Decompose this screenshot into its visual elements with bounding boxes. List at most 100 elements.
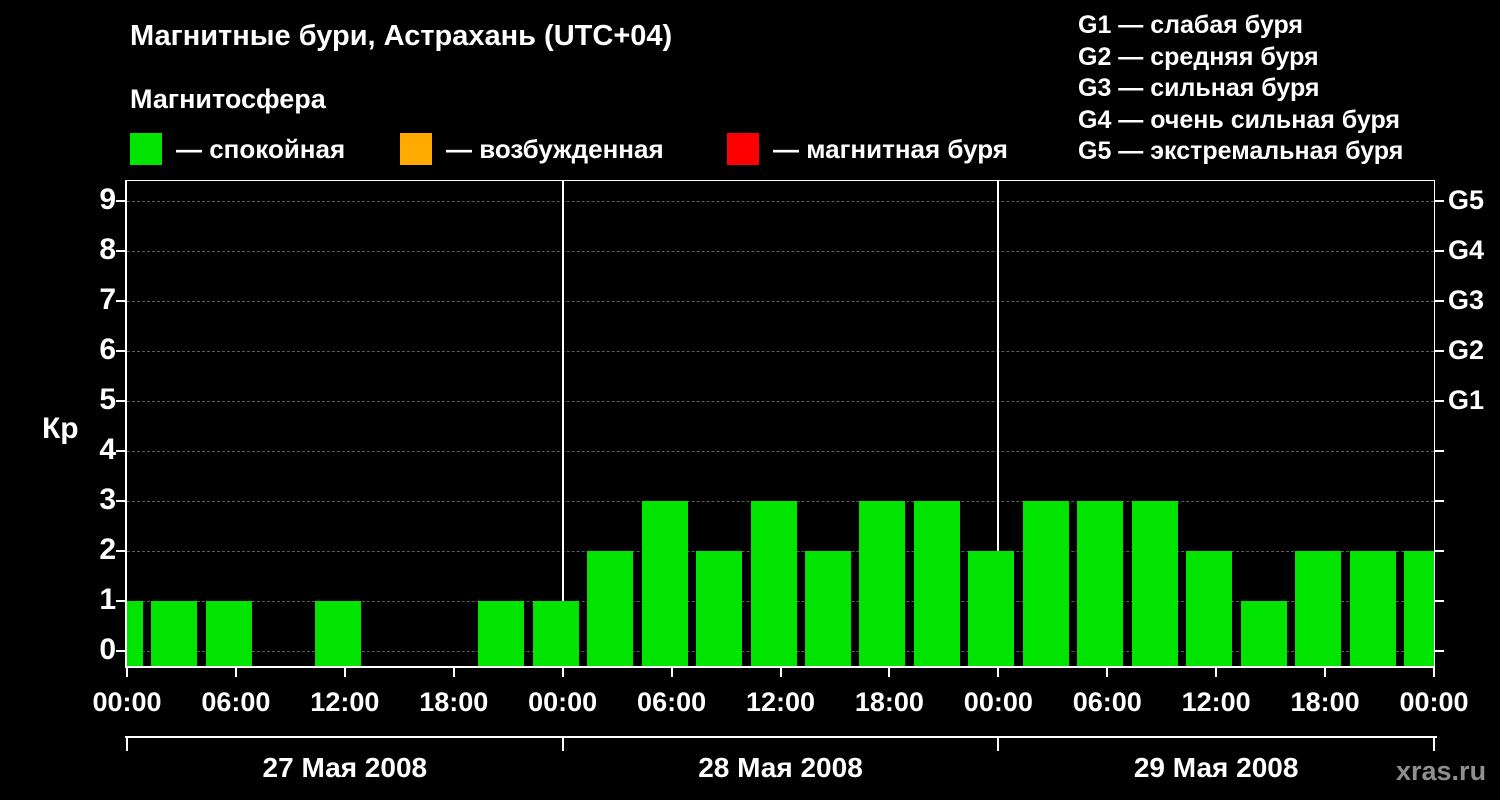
y-axis-tick [116, 600, 125, 602]
x-tick-label: 18:00 [1290, 687, 1360, 717]
kp-bar [1240, 601, 1287, 666]
x-axis-tick [997, 668, 1000, 677]
legend-swatch-storm [727, 133, 759, 165]
x-tick-label: 12:00 [1181, 687, 1251, 717]
plot-area [125, 180, 1435, 668]
right-axis-tick [1435, 550, 1444, 552]
y-axis-tick [116, 650, 125, 652]
x-axis-tick [343, 668, 346, 677]
gridline [127, 451, 1434, 452]
x-tick-label: 06:00 [201, 687, 271, 717]
kp-bar [1349, 551, 1396, 666]
x-axis-tick [670, 668, 673, 677]
kp-bar [151, 601, 198, 666]
legend-label-quiet: — спокойная [176, 134, 346, 164]
date-bracket-tick [126, 736, 128, 751]
date-label: 27 Мая 2008 [262, 752, 428, 783]
kp-bar [205, 601, 252, 666]
kp-bar [859, 501, 906, 666]
x-tick-label: 18:00 [419, 687, 489, 717]
x-axis-tick [234, 668, 237, 677]
storm-scale-legend: G1 — слабая буря G2 — средняя буря G3 — си… [1078, 10, 1403, 168]
x-tick-label: 18:00 [854, 687, 924, 717]
x-axis-tick [126, 668, 128, 677]
x-axis-tick [779, 668, 782, 677]
x-tick-label: 00:00 [92, 687, 162, 717]
legend-label-storm: — магнитная буря [773, 134, 1008, 164]
x-axis-tick [452, 668, 455, 677]
y-tick-label: 9 [99, 183, 116, 216]
gridline [127, 251, 1434, 252]
storm-scale-item: G4 — очень сильная буря [1078, 105, 1400, 134]
day-boundary-line [997, 181, 1000, 666]
storm-scale-item: G2 — средняя буря [1078, 42, 1319, 71]
right-axis-label-g2: G2 [1448, 335, 1485, 365]
y-axis-tick [116, 400, 125, 402]
y-tick-label: 6 [99, 333, 116, 366]
y-axis-tick [116, 500, 125, 502]
kp-bar [314, 601, 361, 666]
right-axis-tick [1435, 650, 1444, 652]
x-axis-tick [888, 668, 891, 677]
date-bracket-tick [561, 736, 564, 751]
legend-swatch-active [400, 133, 432, 165]
y-tick-label: 8 [99, 233, 116, 266]
y-tick-label: 4 [99, 433, 116, 466]
gridline [127, 301, 1434, 302]
date-label: 29 Мая 2008 [1133, 752, 1299, 783]
x-tick-label: 00:00 [1399, 687, 1469, 717]
date-label: 28 Мая 2008 [698, 752, 863, 783]
y-axis-tick [116, 550, 125, 552]
kp-bar [1131, 501, 1178, 666]
x-axis-tick [1215, 668, 1218, 677]
gridline [127, 201, 1434, 202]
y-axis-tick [116, 200, 125, 202]
right-axis-label-g3: G3 [1448, 285, 1485, 315]
kp-bar [1295, 551, 1342, 666]
kp-bar [696, 551, 743, 666]
right-axis-tick [1435, 500, 1444, 502]
y-tick-label: 2 [99, 533, 116, 566]
right-axis-tick [1435, 400, 1444, 402]
kp-bar [532, 601, 579, 666]
x-axis-tick [1106, 668, 1109, 677]
x-tick-label: 00:00 [963, 687, 1033, 717]
date-bracket-tick [997, 736, 1000, 751]
kp-bar [1022, 501, 1069, 666]
right-axis-tick [1435, 600, 1444, 602]
watermark: xras.ru [1396, 756, 1487, 786]
x-tick-label: 00:00 [528, 687, 598, 717]
x-axis-tick [561, 668, 564, 677]
x-axis-tick [1433, 668, 1435, 677]
right-axis-tick [1435, 450, 1444, 452]
kp-bar [1186, 551, 1233, 666]
y-tick-label: 3 [99, 483, 116, 516]
kp-bar [750, 501, 797, 666]
kp-bar [968, 551, 1015, 666]
storm-scale-item: G3 — сильная буря [1078, 74, 1320, 102]
date-bracket-tick [1433, 736, 1435, 751]
legend-label-active: — возбужденная [446, 134, 664, 164]
right-axis-tick [1435, 350, 1444, 352]
gridline [127, 401, 1434, 402]
storm-scale-item: G5 — экстремальная буря [1078, 137, 1404, 165]
y-axis-tick [116, 350, 125, 352]
right-axis-label-g5: G5 [1448, 185, 1485, 215]
y-axis-tick [116, 300, 125, 302]
activity-legend: — спокойная — возбужденная — магнитная бур… [0, 131, 1070, 171]
kp-bar [127, 601, 143, 666]
kp-bar [587, 551, 634, 666]
y-axis-label: Кр [42, 412, 79, 445]
kp-bar [1404, 551, 1434, 666]
kp-bar [478, 601, 525, 666]
y-tick-label: 7 [99, 283, 116, 316]
x-tick-label: 12:00 [745, 687, 816, 717]
y-axis-tick [116, 250, 125, 252]
x-tick-label: 12:00 [310, 687, 380, 717]
right-axis-label-g4: G4 [1448, 235, 1485, 265]
y-tick-label: 5 [99, 383, 116, 416]
day-boundary-line [561, 181, 564, 666]
gridline [127, 351, 1434, 352]
right-axis-tick [1435, 200, 1444, 202]
x-axis-tick [1324, 668, 1327, 677]
